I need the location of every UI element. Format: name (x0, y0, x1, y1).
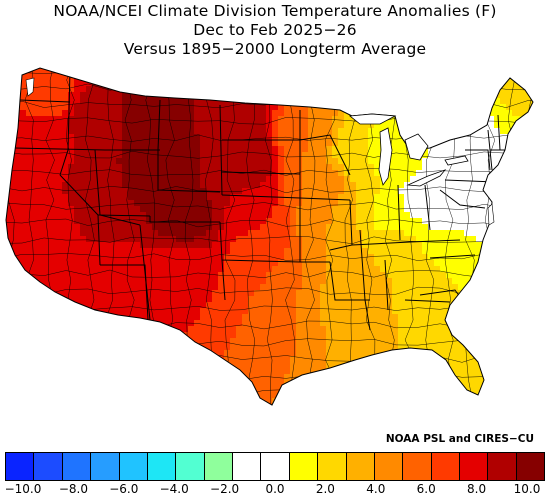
color-scale-swatch (487, 453, 516, 480)
map-baseline: Versus 1895−2000 Longterm Average (123, 40, 427, 58)
lake-erie (406, 169, 447, 187)
color-scale-swatch (515, 453, 545, 480)
color-scale-tick-label: −4.0 (159, 482, 189, 496)
color-scale-tick-label: 4.0 (366, 482, 386, 496)
lake-michigan (378, 127, 393, 186)
color-scale-tick-label: 10.0 (513, 482, 541, 496)
color-scale-swatch (288, 453, 318, 480)
map-title: NOAA/NCEI Climate Division Temperature A… (53, 2, 497, 20)
color-scale-tick-label: 2.0 (315, 482, 335, 496)
color-scale-swatch (345, 453, 374, 480)
color-scale-swatch (146, 453, 176, 480)
anomaly-fill (6, 68, 533, 405)
puget-sound (25, 77, 35, 97)
color-scale-swatch (317, 453, 346, 480)
color-scale-swatch (6, 453, 34, 480)
color-scale-swatch (90, 453, 119, 480)
color-scale (5, 452, 545, 481)
title-block: NOAA/NCEI Climate Division Temperature A… (0, 2, 550, 59)
color-scale-swatch (459, 453, 488, 480)
color-scale-swatch (175, 453, 204, 480)
color-scale-tick-label: −8.0 (58, 482, 88, 496)
color-scale-tick-label: −6.0 (109, 482, 139, 496)
color-scale-tick-label: 8.0 (467, 482, 487, 496)
color-scale-tick-label: 0.0 (265, 482, 285, 496)
color-scale-swatch (118, 453, 147, 480)
color-scale-swatch (402, 453, 431, 480)
us-anomaly-map (5, 67, 534, 406)
color-scale-swatch (373, 453, 403, 480)
color-scale-swatch (61, 453, 91, 480)
lake-superior (348, 113, 397, 125)
color-scale-swatch (430, 453, 459, 480)
color-scale-ticks: −10.0 −8.0 −6.0 −4.0 −2.0 0.0 2.0 4.0 6.0 8.0 10.0 (0, 482, 550, 496)
color-scale-tick-label: −10.0 (4, 482, 42, 496)
color-scale-swatch (33, 453, 62, 480)
data-credit: NOAA PSL and CIRES−CU (385, 433, 534, 445)
map-period: Dec to Feb 2025−26 (193, 21, 357, 39)
chesapeake-bay (487, 203, 495, 226)
color-scale-tick-label: −2.0 (210, 482, 240, 496)
state-borders (14, 69, 515, 331)
lake-huron (404, 133, 429, 161)
lake-ontario (444, 155, 469, 166)
color-scale-swatch (203, 453, 232, 480)
color-scale-swatch (260, 453, 289, 480)
color-scale-swatch (232, 453, 261, 480)
color-scale-tick-label: 6.0 (416, 482, 436, 496)
